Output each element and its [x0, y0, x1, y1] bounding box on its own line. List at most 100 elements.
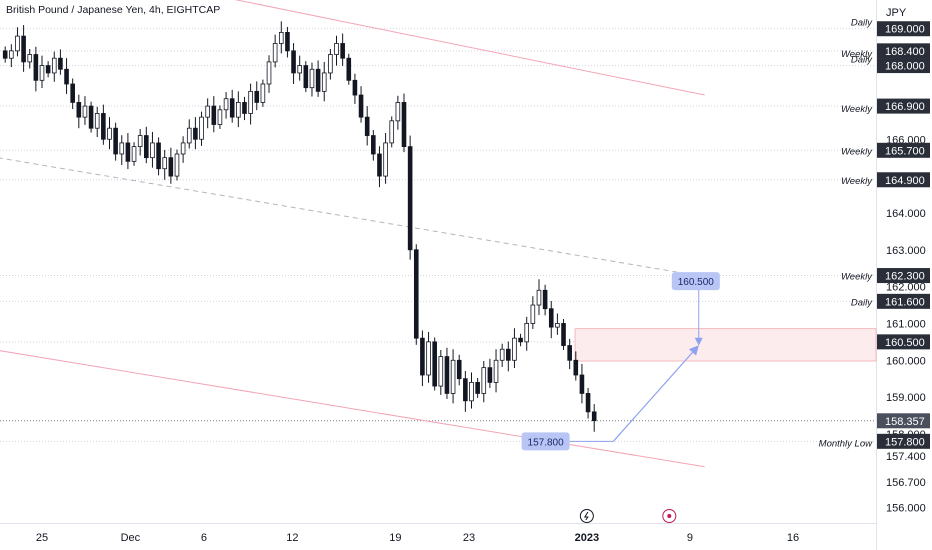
level-price-tag-label: 160.500 — [885, 337, 925, 349]
level-price-tag — [877, 268, 930, 284]
candle-body — [119, 142, 125, 155]
level-price-tag — [877, 433, 930, 449]
candle-body — [542, 289, 548, 310]
level-label: Weekly — [841, 272, 873, 283]
level-price-tag — [877, 43, 930, 59]
candle-body — [463, 378, 468, 402]
x-axis-tick-label: 12 — [286, 532, 298, 544]
candle-body — [487, 367, 493, 383]
chart-title: British Pound / Japanese Yen, 4h, EIGHTC… — [6, 4, 221, 16]
currency-label: JPY — [886, 7, 907, 19]
candle-body — [144, 135, 149, 159]
candle-body — [346, 57, 352, 81]
candle-body — [193, 127, 198, 140]
candle-body — [199, 116, 204, 140]
current-price-tag-label: 158.357 — [885, 416, 925, 428]
candle-body — [88, 105, 94, 129]
level-price-tag-label: 157.800 — [885, 436, 925, 448]
level-price-tag — [877, 172, 930, 188]
candle-body — [407, 146, 413, 251]
candle-body — [567, 345, 572, 361]
candle-body — [9, 50, 14, 59]
level-price-tag-label: 169.000 — [885, 24, 925, 36]
candle-body — [383, 142, 388, 177]
candle-body — [420, 337, 425, 376]
current-price-tag — [877, 413, 930, 429]
supply-zone — [574, 328, 877, 362]
x-axis-tick-label: 25 — [36, 532, 48, 544]
candle-body — [211, 105, 217, 125]
candle-body — [2, 50, 8, 59]
level-label: Monthly Low — [819, 438, 873, 449]
candle-body — [518, 337, 523, 343]
candle-body — [438, 356, 444, 387]
channel-top-line — [234, 0, 705, 96]
level-label: Weekly — [841, 104, 873, 115]
level-price-tag — [877, 98, 930, 114]
candle-body — [70, 83, 75, 103]
candle-body — [536, 289, 542, 306]
candle-body — [76, 102, 82, 118]
candle-body — [64, 68, 69, 85]
channel-bottom-line — [0, 350, 705, 468]
level-price-tag — [877, 58, 930, 74]
candle-body — [260, 83, 266, 103]
candle-body — [113, 127, 118, 155]
candle-body — [33, 54, 39, 81]
candle-body — [174, 153, 180, 177]
candle-body — [352, 79, 358, 96]
candle-body — [426, 341, 431, 376]
candle-body — [131, 146, 137, 162]
candle-body — [328, 54, 333, 74]
candle-body — [524, 323, 530, 343]
candle-body — [450, 359, 456, 394]
candle-body — [51, 57, 57, 74]
level-label: Weekly — [841, 49, 873, 60]
candle-body — [101, 113, 106, 140]
candle-body — [162, 157, 168, 170]
level-price-tag — [877, 142, 930, 158]
candle-body — [150, 142, 155, 159]
candle-body — [223, 98, 229, 111]
lightning-icon-glyph — [583, 511, 589, 521]
candle-body — [186, 127, 192, 144]
candle-body — [39, 65, 45, 81]
level-label: Weekly — [841, 176, 873, 187]
candle-body — [475, 381, 480, 394]
candle-body — [506, 348, 511, 361]
candle-body — [456, 359, 462, 380]
y-axis-tick-label: 156.700 — [886, 477, 926, 489]
candle-body — [137, 135, 143, 148]
level-label: Weekly — [841, 146, 873, 157]
level-price-tag-label: 168.400 — [885, 46, 925, 58]
candle-body — [401, 102, 407, 148]
candle-body — [107, 127, 112, 140]
candle-body — [579, 374, 585, 394]
x-axis-tick-label: 23 — [463, 532, 475, 544]
candle-body — [82, 105, 88, 118]
y-axis-tick-label: 157.400 — [886, 451, 926, 463]
level-price-tag-label: 162.300 — [885, 271, 925, 283]
candle-body — [180, 142, 186, 155]
candle-body — [94, 113, 100, 129]
candle-body — [389, 120, 395, 144]
candle-body — [205, 105, 210, 118]
y-axis-tick-label: 160.000 — [886, 355, 926, 367]
candle-body — [334, 43, 339, 55]
candle-body — [229, 98, 235, 118]
candle-body — [27, 54, 33, 63]
candle-body — [125, 142, 131, 162]
level-label: Daily — [851, 55, 873, 66]
candle-body — [371, 135, 376, 155]
candle-body — [432, 341, 437, 387]
level-price-tag-label: 165.700 — [885, 145, 925, 157]
level-price-tag-label: 168.000 — [885, 61, 925, 73]
candle-body — [395, 102, 401, 122]
candle-body — [254, 90, 260, 103]
y-axis-tick-label: 159.000 — [886, 392, 926, 404]
channel-mid-line — [0, 157, 720, 280]
candle-body — [168, 157, 174, 177]
candle-body — [297, 65, 302, 74]
y-axis-tick-label: 162.000 — [886, 282, 926, 294]
